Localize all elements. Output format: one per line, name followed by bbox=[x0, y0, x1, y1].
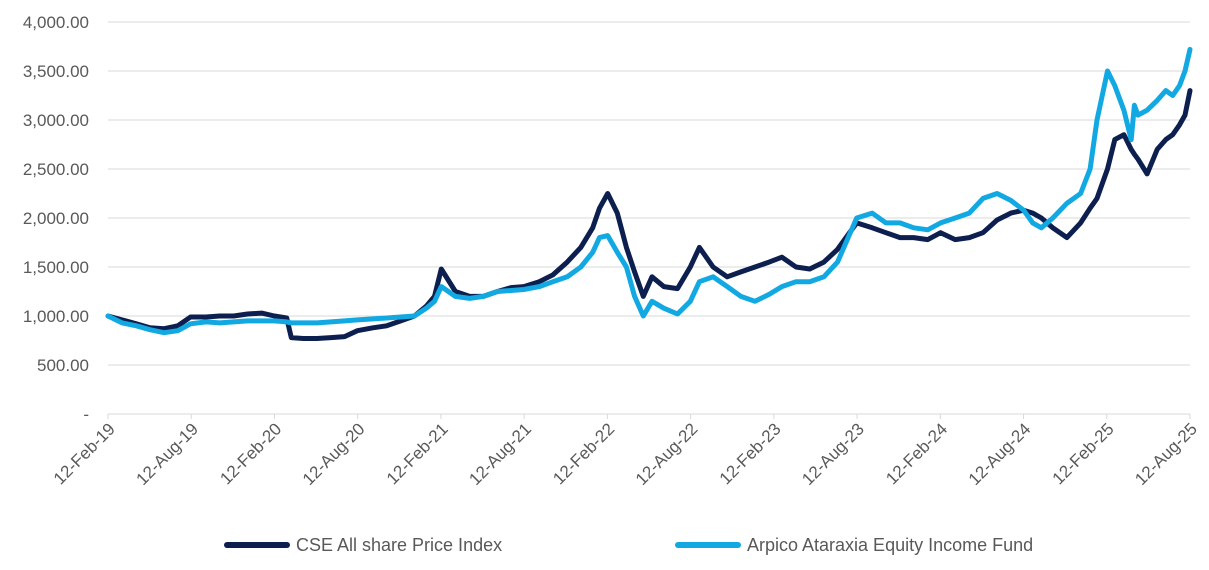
series-line-cse bbox=[105, 88, 1193, 341]
x-tick-label: 12-Feb-22 bbox=[549, 419, 618, 488]
x-tick-label: 12-Feb-25 bbox=[1049, 419, 1118, 488]
x-tick-label: 12-Feb-24 bbox=[882, 419, 951, 488]
x-tick-label: 12-Aug-21 bbox=[465, 419, 535, 489]
x-tick-label: 12-Feb-20 bbox=[216, 419, 285, 488]
grid-lines bbox=[108, 21, 1190, 366]
legend-swatch-cse bbox=[224, 542, 290, 548]
series-lines bbox=[105, 46, 1193, 341]
legend-label-arpico: Arpico Ataraxia Equity Income Fund bbox=[747, 534, 1034, 555]
y-axis-ticks: - 500.00 1,000.00 1,500.00 2,000.00 2,500.00 3… bbox=[23, 13, 89, 424]
x-tick-label: 12-Feb-23 bbox=[716, 419, 785, 488]
y-tick-label: 500.00 bbox=[37, 356, 89, 375]
x-tick-label: 12-Aug-24 bbox=[965, 419, 1035, 489]
x-tick-label: 12-Aug-22 bbox=[632, 419, 702, 489]
y-tick-label: 3,000.00 bbox=[23, 111, 89, 130]
x-tick-label: 12-Aug-25 bbox=[1131, 419, 1201, 489]
y-tick-label: 2,000.00 bbox=[23, 209, 89, 228]
legend-item-cse: CSE All share Price Index bbox=[224, 531, 502, 559]
legend-swatch-arpico bbox=[675, 542, 741, 548]
x-tick-label: 12-Feb-19 bbox=[50, 419, 119, 488]
x-axis-ticks: 12-Feb-19 12-Aug-19 12-Feb-20 12-Aug-20 12-F… bbox=[50, 414, 1201, 489]
legend-label-cse: CSE All share Price Index bbox=[296, 534, 503, 555]
x-tick-label: 12-Feb-21 bbox=[383, 419, 452, 488]
y-tick-label: - bbox=[83, 405, 89, 424]
y-tick-label: 2,500.00 bbox=[23, 160, 89, 179]
y-tick-label: 1,500.00 bbox=[23, 258, 89, 277]
series-line-arpico bbox=[105, 46, 1193, 336]
y-tick-label: 1,000.00 bbox=[23, 307, 89, 326]
y-tick-label: 3,500.00 bbox=[23, 62, 89, 81]
legend-item-arpico: Arpico Ataraxia Equity Income Fund bbox=[675, 531, 1033, 559]
x-tick-label: 12-Aug-20 bbox=[299, 419, 369, 489]
y-tick-label: 4,000.00 bbox=[23, 13, 89, 32]
x-tick-label: 12-Aug-19 bbox=[132, 419, 202, 489]
x-tick-label: 12-Aug-23 bbox=[798, 419, 868, 489]
